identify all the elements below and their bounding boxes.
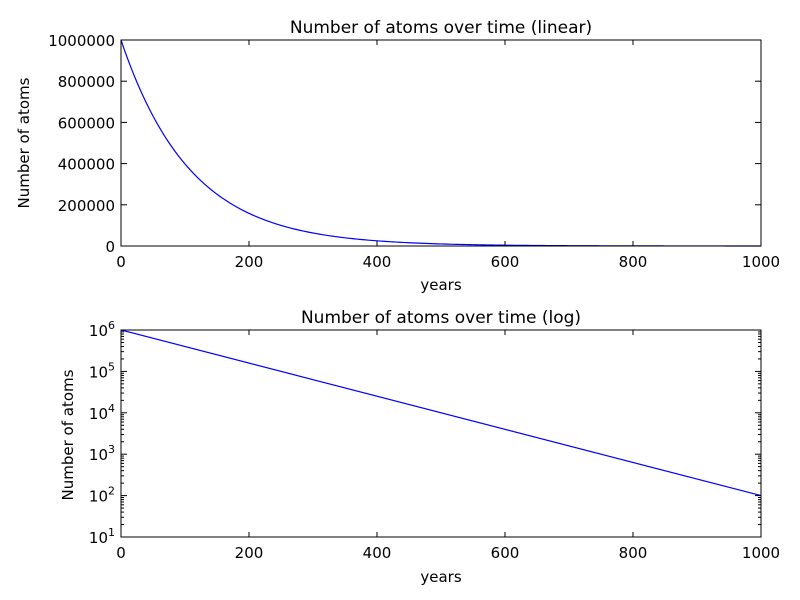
y-tick-label-linear-4: 800000 <box>58 73 115 91</box>
x-tick-label-linear-3: 600 <box>491 253 520 271</box>
y-tick-label-log-2: 103 <box>89 443 115 464</box>
y-tick-label-linear-1: 200000 <box>58 197 115 215</box>
chart-title-linear: Number of atoms over time (linear) <box>290 18 592 38</box>
x-axis-label-log: years <box>420 568 461 586</box>
x-tick-label-linear-2: 400 <box>363 253 392 271</box>
y-tick-label-linear-0: 0 <box>105 238 115 256</box>
x-tick-label-log-5: 1000 <box>742 544 780 562</box>
y-tick-label-log-3: 104 <box>89 402 115 423</box>
x-tick-label-linear-1: 200 <box>235 253 264 271</box>
x-tick-label-linear-4: 800 <box>619 253 648 271</box>
x-tick-label-log-1: 200 <box>235 544 264 562</box>
x-tick-label-log-4: 800 <box>619 544 648 562</box>
series-line-log-0 <box>120 329 762 497</box>
chart-linear: Number of atoms over time (linear) years… <box>15 18 780 294</box>
y-tick-label-log-0: 101 <box>89 526 115 547</box>
x-tick-label-log-3: 600 <box>491 544 520 562</box>
y-axis-label-linear: Number of atoms <box>15 77 33 208</box>
plot-frame-log <box>120 329 762 538</box>
x-tick-label-linear-5: 1000 <box>742 253 780 271</box>
chart-log: Number of atoms over time (log) years Nu… <box>59 308 780 586</box>
y-tick-label-log-5: 106 <box>89 319 115 340</box>
y-tick-label-linear-3: 600000 <box>58 114 115 132</box>
y-tick-label-linear-5: 1000000 <box>48 32 115 50</box>
x-tick-label-linear-0: 0 <box>116 253 126 271</box>
plot-frame-linear <box>120 39 762 247</box>
y-tick-label-log-1: 102 <box>89 485 115 506</box>
series-line-linear-0 <box>120 39 761 247</box>
x-tick-label-log-2: 400 <box>363 544 392 562</box>
y-axis-label-log: Number of atoms <box>59 369 77 500</box>
y-tick-label-linear-2: 400000 <box>58 156 115 174</box>
chart-title-log: Number of atoms over time (log) <box>301 308 581 328</box>
y-tick-label-log-4: 105 <box>89 360 115 381</box>
x-tick-label-log-0: 0 <box>116 544 126 562</box>
x-axis-label-linear: years <box>420 276 461 294</box>
